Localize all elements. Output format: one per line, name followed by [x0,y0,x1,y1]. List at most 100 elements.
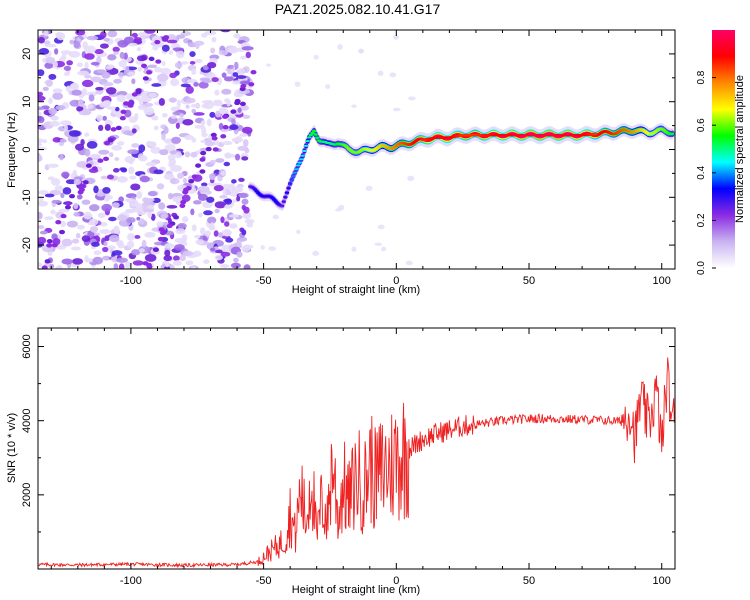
noise-blob [241,245,251,253]
noise-blob [191,137,197,143]
noise-blob [202,201,214,209]
noise-blob [195,43,200,50]
noise-blob [118,263,125,269]
noise-blob [38,69,45,77]
noise-streak-blob [44,259,51,264]
noise-blob [100,31,107,39]
noise-blob [182,250,194,257]
noise-blob [48,97,53,105]
noise-blob [38,153,42,162]
noise-blob [148,92,157,98]
noise-blob [89,204,100,212]
noise-blob [38,111,42,117]
noise-blob [130,183,141,191]
noise-streak-blob [169,25,175,29]
noise-blob [147,210,152,219]
noise-blob [177,222,187,229]
noise-blob [144,30,156,34]
noise-blob [225,237,234,243]
noise-streak-blob [103,156,110,162]
noise-blob [180,83,191,88]
noise-blob [77,70,89,76]
x-tick-label: 50 [523,575,535,587]
ridge-segment [294,168,299,171]
noise-blob [232,72,239,77]
noise-blob [113,51,119,55]
noise-blob [114,157,120,161]
noise-blob [82,41,88,50]
noise-blob [137,153,145,161]
noise-blob [104,124,111,131]
noise-blob [59,138,67,143]
noise-blob [63,65,72,71]
noise-streak-blob [166,223,173,229]
noise-streak-blob [155,59,162,64]
y-tick-label: 20 [21,48,33,60]
noise-blob [265,63,272,67]
noise-blob [38,200,49,207]
noise-blob [214,255,223,261]
noise-blob [134,234,141,239]
noise-blob [50,209,56,215]
noise-blob [230,262,241,269]
noise-blob [124,198,136,203]
noise-blob [147,64,158,69]
noise-blob [221,88,232,95]
x-tick-label: 100 [653,275,671,287]
noise-blob [56,32,66,41]
noise-blob [114,106,120,112]
noise-blob [211,36,217,43]
noise-blob [119,51,125,59]
snr-y-label: SNR (10 * v/v) [6,413,18,483]
noise-blob [107,106,116,111]
noise-blob [55,244,67,250]
noise-blob [221,72,227,78]
x-tick-label: 50 [523,275,535,287]
noise-blob [164,144,176,152]
noise-blob [243,264,251,269]
noise-blob [168,264,175,269]
noise-blob [103,241,108,247]
noise-blob [190,151,198,158]
noise-blob [335,208,342,212]
noise-blob [144,253,157,262]
noise-blob [191,68,197,76]
noise-blob [233,257,239,263]
noise-blob [351,246,357,252]
noise-blob [55,104,66,111]
ridge-segment [270,197,275,200]
noise-blob [104,196,110,202]
noise-blob [127,71,136,76]
noise-blob [126,233,135,241]
noise-blob [93,185,99,194]
noise-blob [405,260,413,266]
noise-streak-blob [220,134,227,139]
noise-streak-blob [82,180,89,185]
noise-blob [224,153,236,158]
noise-streak-blob [64,205,71,210]
colorbar [712,30,735,268]
noise-blob [206,196,215,203]
noise-blob [268,246,277,251]
noise-blob [137,104,147,111]
noise-blob [49,189,62,196]
noise-blob [86,140,98,149]
ridge-segment [302,149,307,153]
noise-blob [139,218,145,225]
noise-blob [52,88,63,94]
noise-blob [73,40,81,49]
noise-streak-blob [191,174,198,179]
noise-blob [184,134,194,141]
x-tick-label: 100 [653,575,671,587]
noise-blob [38,236,47,244]
noise-blob [45,43,57,48]
noise-streak-blob [200,150,207,156]
noise-blob [220,216,225,224]
noise-blob [236,240,242,248]
noise-blob [151,83,162,87]
noise-blob [81,199,91,205]
colorbar-tick-label: 0.6 [696,118,707,132]
noise-blob [143,102,154,107]
snr-frame [37,327,676,570]
